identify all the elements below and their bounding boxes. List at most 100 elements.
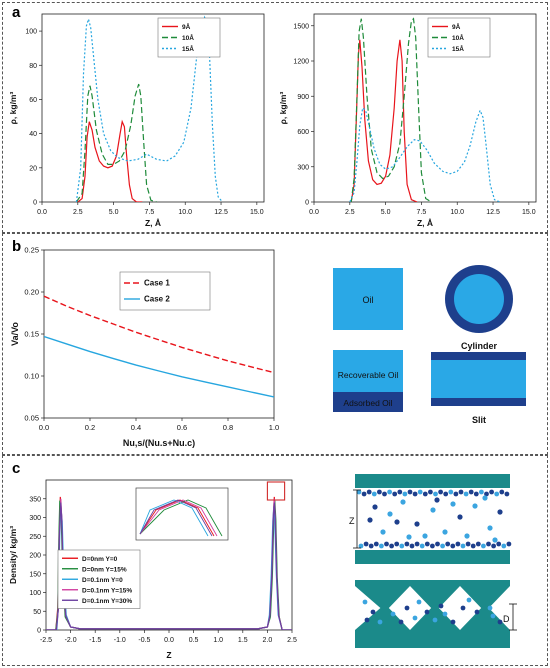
molecule-dot: [424, 541, 430, 547]
molecule-dot: [504, 491, 510, 497]
molecule-dot: [430, 543, 435, 549]
y-tick-label-c: 50: [33, 609, 41, 616]
x-tick-label-a2: 15.0: [522, 209, 536, 216]
x-tick-label-c: -2.5: [40, 637, 52, 644]
x-tick-label-c: 2.0: [263, 637, 273, 644]
panel-a-border: [2, 2, 548, 233]
y-tick-label-b: 0.10: [24, 372, 39, 381]
x-tick-label-a2: 5.0: [381, 209, 391, 216]
molecule-dot: [465, 541, 471, 547]
y-axis-title-c: Density/ kg/m³: [8, 526, 18, 584]
x-tick-label-b: 0.0: [39, 423, 49, 432]
y-tick-label-c: 300: [29, 515, 41, 522]
chart-b: 0.0 0.2 0.4 0.6 0.8 1.0 0.05 0.10 0.15 0.20 0.25 Nu…: [10, 246, 279, 449]
slit-molecules: [356, 489, 512, 549]
molecule-dot: [379, 543, 384, 549]
legend-box-a1: [157, 17, 221, 58]
molecule-dot: [475, 541, 481, 547]
molecule-dot: [497, 619, 503, 625]
molecule-dot: [417, 489, 423, 495]
y-tick-label-a1: 100: [25, 29, 37, 36]
y-tick-label-c: 350: [29, 496, 41, 503]
legend-box-a2: [427, 17, 491, 58]
molecule-dot: [428, 489, 433, 495]
x-axis-title-a2: Z, Å: [417, 218, 433, 228]
molecule-dot: [412, 615, 418, 621]
molecule-dot: [490, 613, 496, 619]
x-tick-label-b: 0.8: [223, 423, 233, 432]
y-axis-title-a2: ρ, kg/m³: [278, 92, 288, 125]
zigzag-molecules: [362, 597, 503, 625]
molecule-dot: [453, 491, 459, 497]
y-tick-label-a2: 1200: [293, 59, 309, 66]
adsorbed-oil-region: [333, 392, 403, 412]
x-tick-label-a1: 7.5: [145, 209, 155, 216]
legend-label-a2-0: 9Å: [452, 22, 461, 31]
molecule-dot: [442, 529, 448, 535]
x-axis-title-b: Nu,s/(Nu.s+Nu.c): [123, 438, 195, 448]
panel-c-border: [2, 455, 548, 666]
inset-box: [135, 487, 229, 541]
y-tick-label-b: 0.25: [24, 246, 39, 255]
molecule-dot: [487, 525, 493, 531]
x-tick-label-c: -0.5: [138, 637, 150, 644]
top-wall-lower: [355, 550, 510, 564]
molecule-dot: [397, 489, 403, 495]
panel-b-border: [2, 233, 548, 455]
x-tick-label-b: 0.4: [131, 423, 141, 432]
molecule-dot: [404, 541, 410, 547]
x-tick-label-c: -1.5: [89, 637, 101, 644]
legend-label-c-1: D=0nm Y=15%: [82, 566, 127, 573]
series-line-b-1: [44, 335, 274, 398]
x-tick-label-c: 1.5: [238, 637, 248, 644]
y-tick-label-a2: 900: [297, 94, 309, 101]
molecule-dot: [450, 501, 456, 507]
legend-label-a1-1: 10Å: [182, 33, 194, 42]
molecule-dot: [430, 507, 436, 513]
inset-line-3: [139, 499, 218, 537]
legend-label-a2-2: 15Å: [452, 44, 464, 53]
x-tick-label-b: 1.0: [269, 423, 279, 432]
molecule-dot: [358, 543, 364, 549]
molecule-dot: [450, 619, 456, 625]
y-tick-label-a1: 20: [29, 165, 37, 172]
y-tick-label-a1: 80: [29, 63, 37, 70]
y-tick-label-c: 200: [29, 553, 41, 560]
molecule-dot: [458, 489, 464, 495]
molecule-dot: [367, 517, 373, 523]
molecule-dot: [491, 543, 496, 549]
panel-b-label: b: [12, 238, 22, 255]
molecule-dot: [445, 541, 451, 547]
x-tick-label-c: 2.5: [287, 637, 297, 644]
molecule-dot: [487, 605, 493, 611]
molecule-dot: [448, 489, 454, 495]
cylinder-label: Cylinder: [461, 341, 498, 351]
molecule-dot: [460, 543, 466, 549]
adsorbed-oil-label: Adsorbed Oil: [343, 398, 392, 408]
molecule-dot: [422, 491, 428, 497]
molecule-dot: [463, 491, 469, 497]
molecule-dot: [464, 533, 470, 539]
molecule-dot: [494, 491, 500, 497]
x-tick-label-a1: 12.5: [214, 209, 228, 216]
molecule-dot: [368, 543, 374, 549]
x-tick-label-c: 0.5: [189, 637, 199, 644]
schematic-pore-shapes: Oil Cylinder Recoverable Oil Adsorbed Oi…: [333, 265, 526, 425]
zigzag-bottom-wall: [355, 604, 510, 648]
legend-label-a2-1: 10Å: [452, 33, 464, 42]
molecule-dot: [468, 489, 474, 495]
y-tick-label-a1: 60: [29, 97, 37, 104]
inset-line-2: [139, 499, 209, 537]
legend-box-b: [119, 271, 211, 311]
molecule-dot: [501, 543, 507, 549]
molecule-dot: [434, 497, 440, 503]
molecule-dot: [440, 543, 445, 549]
recoverable-oil-region: [333, 350, 403, 392]
molecule-dot: [419, 543, 425, 549]
slit-label: Slit: [472, 415, 486, 425]
y-tick-label-c: 0: [37, 628, 41, 635]
y-tick-label-a2: 0: [305, 200, 309, 207]
molecule-dot: [422, 533, 428, 539]
y-axis-title-b: Va/Vo: [10, 322, 20, 346]
x-tick-label-a2: 12.5: [486, 209, 500, 216]
